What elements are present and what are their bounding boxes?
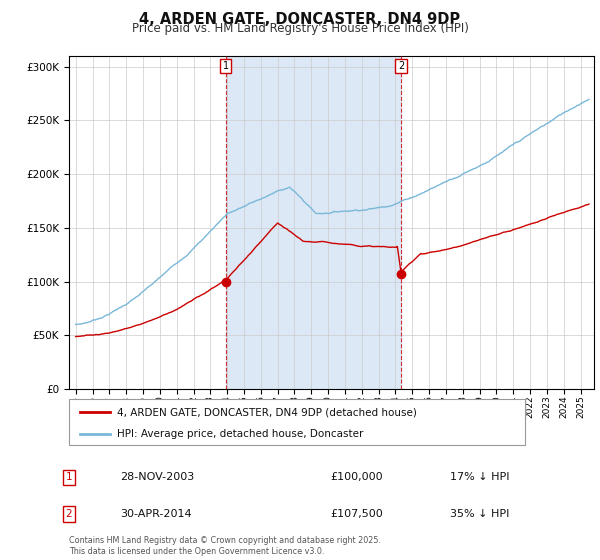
Text: 2: 2 xyxy=(65,509,73,519)
Text: 35% ↓ HPI: 35% ↓ HPI xyxy=(450,509,509,519)
Text: 2: 2 xyxy=(398,61,404,71)
Text: HPI: Average price, detached house, Doncaster: HPI: Average price, detached house, Donc… xyxy=(117,429,363,439)
Text: 30-APR-2014: 30-APR-2014 xyxy=(120,509,191,519)
Text: 1: 1 xyxy=(223,61,229,71)
Text: 4, ARDEN GATE, DONCASTER, DN4 9DP: 4, ARDEN GATE, DONCASTER, DN4 9DP xyxy=(139,12,461,27)
Text: Price paid vs. HM Land Registry's House Price Index (HPI): Price paid vs. HM Land Registry's House … xyxy=(131,22,469,35)
Text: 28-NOV-2003: 28-NOV-2003 xyxy=(120,472,194,482)
Bar xyxy=(226,56,401,389)
Text: 4, ARDEN GATE, DONCASTER, DN4 9DP (detached house): 4, ARDEN GATE, DONCASTER, DN4 9DP (detac… xyxy=(117,407,417,417)
Text: £107,500: £107,500 xyxy=(330,509,383,519)
Text: 1: 1 xyxy=(65,472,73,482)
Text: £100,000: £100,000 xyxy=(330,472,383,482)
Text: Contains HM Land Registry data © Crown copyright and database right 2025.
This d: Contains HM Land Registry data © Crown c… xyxy=(69,536,381,556)
Text: 17% ↓ HPI: 17% ↓ HPI xyxy=(450,472,509,482)
FancyBboxPatch shape xyxy=(69,399,525,445)
